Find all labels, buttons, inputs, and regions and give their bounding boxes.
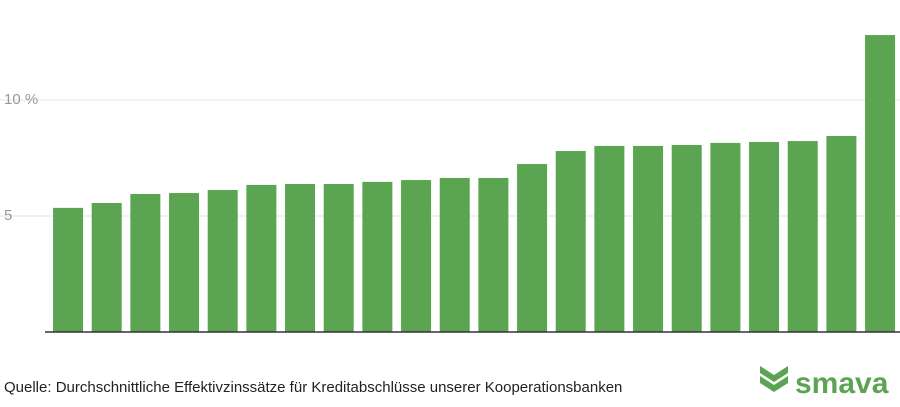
- y-tick-label: 5: [4, 207, 12, 224]
- bar: [517, 164, 548, 332]
- brand-logo: smava: [760, 366, 889, 400]
- bar: [555, 151, 586, 332]
- bar: [207, 190, 238, 332]
- bar: [671, 145, 702, 332]
- bar: [53, 207, 84, 332]
- source-note: Quelle: Durchschnittliche Effektivzinssä…: [4, 379, 622, 396]
- bar: [865, 35, 896, 332]
- bar: [246, 184, 277, 332]
- bar: [323, 183, 354, 332]
- bar: [91, 203, 122, 332]
- bar: [787, 141, 818, 332]
- logo-icon: [760, 366, 788, 392]
- bar: [826, 135, 857, 332]
- y-tick-label: 10 %: [4, 91, 38, 108]
- bar: [285, 183, 316, 332]
- bar: [633, 145, 664, 332]
- bar: [169, 193, 200, 332]
- bar: [749, 141, 780, 332]
- bar: [130, 193, 161, 332]
- bar: [710, 142, 741, 332]
- bar: [478, 177, 509, 332]
- bar: [362, 181, 393, 332]
- bar: [594, 145, 625, 332]
- logo-text: smava: [795, 367, 889, 400]
- bar: [439, 177, 470, 332]
- bar: [401, 180, 432, 332]
